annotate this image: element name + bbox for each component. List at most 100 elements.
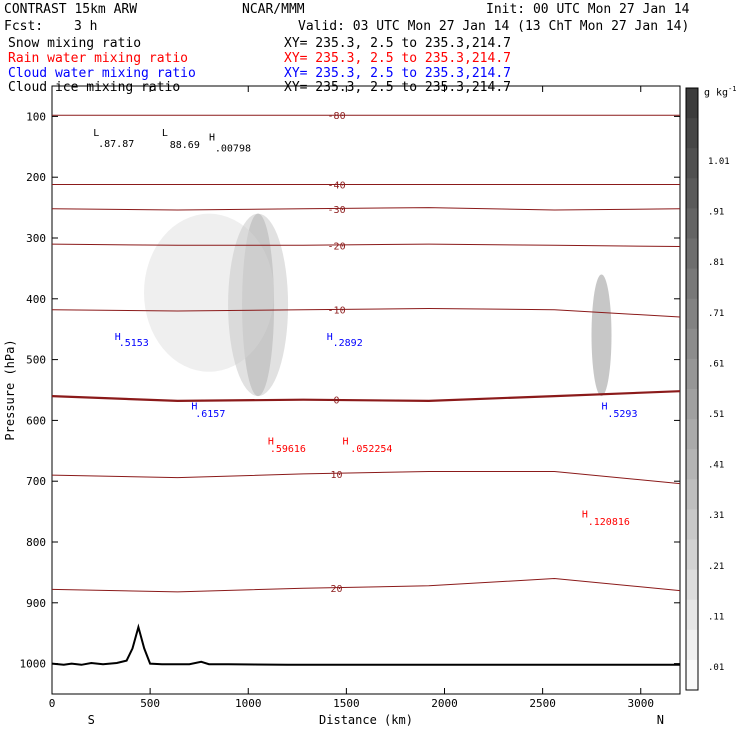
y-tick-label-3: 400	[26, 293, 46, 306]
y-axis-title: Pressure (hPa)	[3, 339, 17, 440]
fcst-value: 3 h	[74, 19, 98, 34]
colorbar-tick-label-3: .71	[708, 309, 724, 319]
end-label-left: S	[88, 713, 95, 727]
y-tick-label-1: 200	[26, 171, 46, 184]
y-tick-label-7: 800	[26, 536, 46, 549]
colorbar-cell-14	[686, 509, 698, 540]
x-tick-label-3: 1500	[333, 697, 360, 710]
colorbar-cell-0	[686, 88, 698, 119]
cloud-water-max-label-1: .5153	[119, 338, 149, 349]
shading-plume-1	[591, 274, 612, 397]
colorbar-cell-15	[686, 539, 698, 571]
model-title: CONTRAST 15km ARW	[4, 2, 138, 17]
colorbar-cell-1	[686, 118, 698, 149]
colorbar-frame	[685, 87, 699, 691]
colorbar-cell-4	[686, 208, 698, 239]
shading-plume-3	[228, 213, 289, 397]
cloud-water-max-label-2: H	[191, 401, 197, 412]
colorbar-tick-label-9: .11	[708, 612, 724, 622]
colorbar-tick-label-10: .01	[708, 663, 724, 673]
snow-max-label-4: H	[209, 133, 215, 144]
y-tick-label-4: 500	[26, 354, 46, 367]
y-tick-label-6: 700	[26, 475, 46, 488]
colorbar-unit-exp: -1	[728, 85, 737, 93]
colorbar-cell-11	[686, 419, 698, 450]
y-tick-label-9: 1000	[20, 658, 47, 671]
snow-max-label-0: L	[93, 128, 99, 139]
x-tick-label-1: 500	[140, 697, 160, 710]
y-tick-label-8: 900	[26, 597, 46, 610]
colorbar-group: 1.01 .91 .81 .71 .61 .51 .41 .31 .21 .11 .01	[685, 87, 730, 691]
temperature-contours-group: -80 -40 -30 -20 -10 0 10 20	[51, 111, 681, 595]
rain-max-label-2: H	[342, 437, 348, 448]
temperature-contour-label-7: 20	[331, 584, 343, 595]
colorbar-cell-6	[686, 268, 698, 300]
plot-frame	[51, 85, 681, 695]
center-label: NCAR/MMM	[242, 2, 305, 17]
rain-max-label-4: H	[582, 510, 588, 521]
colorbar-tick-label-1: .91	[708, 208, 724, 218]
colorbar-cell-19	[686, 659, 698, 691]
snow-max-label-3: 88.69	[170, 140, 200, 151]
fcst-label: Fcst:	[4, 19, 44, 34]
temperature-contour-4	[51, 307, 681, 318]
temperature-contour-5	[51, 390, 681, 403]
field-name-rain: Rain water mixing ratio	[8, 51, 189, 66]
cloud-water-max-label-5: .2892	[333, 338, 363, 349]
cloud-water-max-label-7: .5293	[607, 409, 637, 420]
temperature-contour-7	[51, 577, 681, 593]
colorbar-cell-5	[686, 238, 698, 270]
cloud-water-max-label-4: H	[327, 332, 333, 343]
x-tick-label-4: 2000	[431, 697, 458, 710]
y-tick-label-0: 100	[26, 110, 46, 123]
field-xy-rain: XY= 235.3, 2.5 to 235.3,214.7	[284, 51, 511, 66]
temperature-contour-label-4: -10	[328, 306, 346, 317]
colorbar-cell-18	[686, 629, 698, 661]
colorbar-cell-8	[686, 328, 698, 360]
terrain-line	[51, 623, 680, 666]
temperature-contour-label-3: -20	[328, 241, 346, 252]
field-name-cloud-ice: Cloud ice mixing ratio	[8, 80, 181, 95]
temperature-contour-label-1: -40	[328, 180, 346, 191]
temperature-contour-2	[51, 207, 681, 211]
cloud-water-max-label-6: H	[602, 401, 608, 412]
x-axis-title: Distance (km)	[319, 713, 413, 727]
valid-time: Valid: 03 UTC Mon 27 Jan 14 (13 ChT Mon …	[298, 19, 690, 34]
rain-max-label-1: .59616	[270, 444, 306, 455]
cloud-water-max-label-0: H	[115, 332, 121, 343]
init-time: Init: 00 UTC Mon 27 Jan 14	[486, 2, 690, 17]
temperature-contour-6	[51, 471, 681, 485]
colorbar-tick-label-0: 1.01	[708, 157, 730, 167]
temperature-contour-label-5: 0	[334, 396, 340, 407]
y-tick-label-2: 300	[26, 232, 46, 245]
snow-shading-group	[144, 213, 612, 397]
temperature-contour-label-6: 10	[331, 470, 343, 481]
temperature-contour-label-0: -80	[328, 111, 346, 122]
colorbar-tick-label-4: .61	[708, 359, 724, 369]
field-xy-cloud-water: XY= 235.3, 2.5 to 235.3,214.7	[284, 66, 511, 81]
rain-max-label-5: .120816	[588, 517, 630, 528]
rain-max-label-3: .052254	[350, 444, 392, 455]
temperature-contour-label-2: -30	[328, 205, 346, 216]
snow-max-label-2: L	[162, 128, 168, 139]
end-label-right: N	[657, 713, 664, 727]
colorbar-cell-2	[686, 148, 698, 179]
snow-max-label-1: .87.87	[98, 139, 134, 150]
colorbar-tick-label-2: .81	[708, 258, 724, 268]
colorbar-tick-label-5: .51	[708, 410, 724, 420]
colorbar-cell-12	[686, 449, 698, 480]
field-name-snow: Snow mixing ratio	[8, 36, 142, 51]
y-tick-label-5: 600	[26, 414, 46, 427]
field-name-cloud-water: Cloud water mixing ratio	[8, 66, 196, 81]
colorbar-cell-9	[686, 358, 698, 390]
x-tick-label-5: 2500	[529, 697, 556, 710]
terrain-group	[51, 623, 680, 666]
colorbar-cell-7	[686, 298, 698, 330]
colorbar-tick-label-8: .21	[708, 562, 724, 572]
temperature-contour-3	[51, 243, 681, 247]
colorbar-unit-text: g kg	[704, 87, 729, 99]
colorbar-cell-13	[686, 479, 698, 510]
colorbar-tick-label-6: .41	[708, 461, 724, 471]
